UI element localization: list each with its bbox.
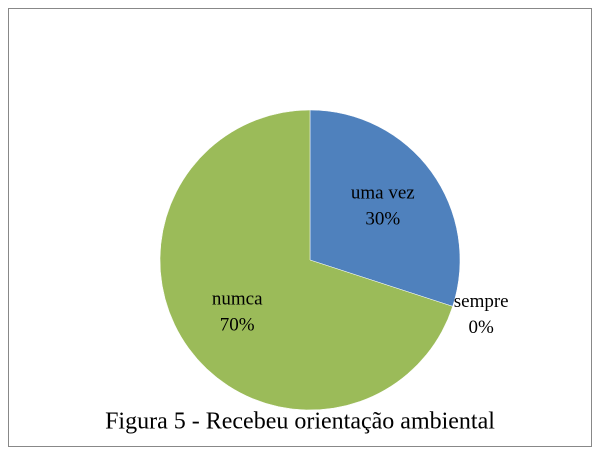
slice-category-label: uma vez	[351, 182, 415, 203]
slice-category-label: sempre	[454, 291, 509, 312]
pie-slice	[159, 109, 453, 411]
pie-slice	[309, 109, 461, 307]
chart-title: Figura 5 - Recebeu orientação ambiental	[105, 409, 495, 435]
slice-value-label: 0%	[469, 317, 495, 338]
slice-category-label: numca	[212, 288, 263, 309]
slice-value-label: 70%	[220, 314, 255, 335]
slice-value-label: 30%	[365, 208, 400, 229]
